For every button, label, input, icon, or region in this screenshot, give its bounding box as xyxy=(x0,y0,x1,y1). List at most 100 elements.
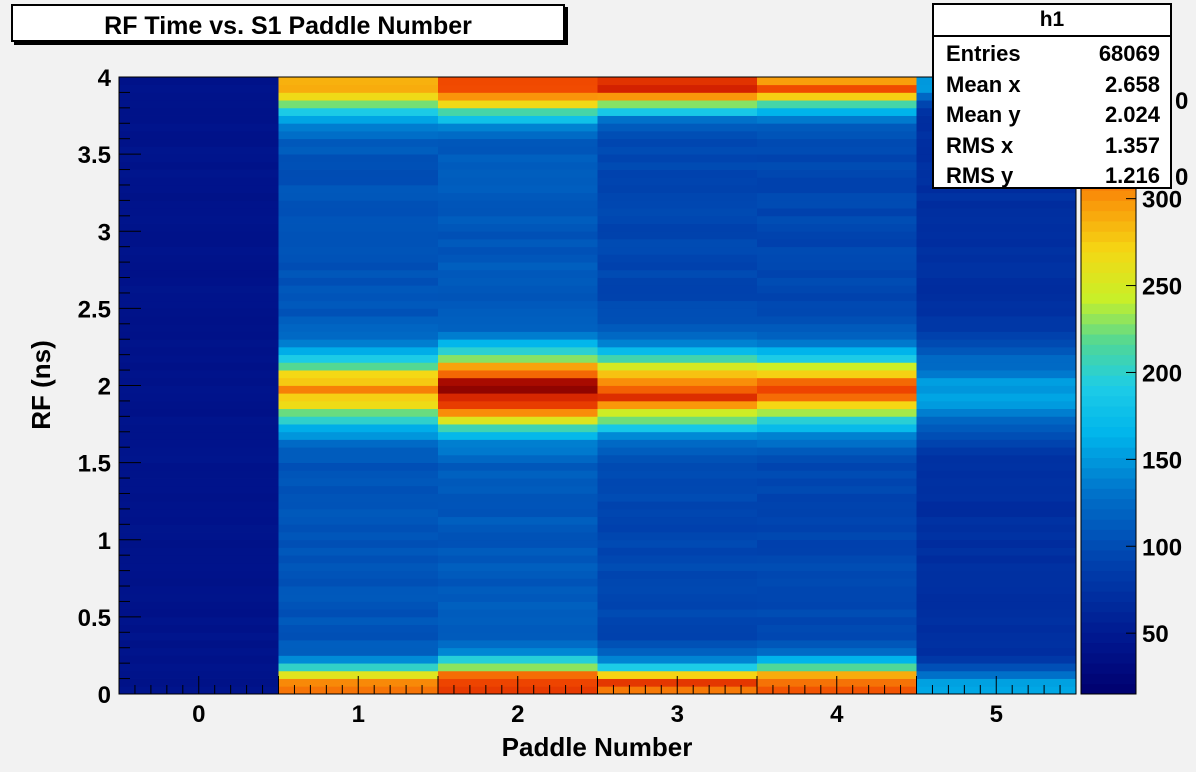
heatmap-cell xyxy=(278,346,439,356)
heatmap-cell xyxy=(278,323,439,332)
heatmap-cell xyxy=(597,223,758,232)
colorbar-segment xyxy=(1081,262,1136,273)
heatmap-cell xyxy=(597,524,758,533)
heatmap-cell xyxy=(916,254,1077,263)
colorbar-segment xyxy=(1081,447,1136,458)
heatmap-cell xyxy=(119,215,279,224)
heatmap-cell xyxy=(916,416,1077,425)
heatmap-cell xyxy=(916,431,1077,440)
heatmap-cell xyxy=(757,115,917,124)
heatmap-cell xyxy=(278,609,439,618)
heatmap-cell xyxy=(278,292,439,302)
heatmap-cell xyxy=(916,393,1077,402)
heatmap-cell xyxy=(757,640,917,649)
heatmap-cell xyxy=(119,77,279,86)
heatmap-cell xyxy=(438,400,598,410)
heatmap-cell xyxy=(757,339,917,348)
heatmap-cell xyxy=(916,547,1077,556)
heatmap-cell xyxy=(438,601,598,610)
heatmap-cell xyxy=(916,670,1077,679)
heatmap-cell xyxy=(438,616,598,625)
x-tick-label: 3 xyxy=(671,701,684,728)
heatmap-cell xyxy=(119,184,279,194)
heatmap-cell xyxy=(597,354,758,363)
heatmap-cell xyxy=(438,462,598,471)
heatmap-cell xyxy=(119,570,279,579)
heatmap-cell xyxy=(916,316,1077,325)
colorbar-segment xyxy=(1081,519,1136,530)
heatmap-cell xyxy=(278,524,439,533)
heatmap-cell xyxy=(597,601,758,610)
colorbar-segment xyxy=(1081,303,1136,315)
heatmap-cell xyxy=(916,300,1077,309)
heatmap-cell xyxy=(597,254,758,263)
heatmap-cell xyxy=(916,470,1077,479)
heatmap-cell xyxy=(597,208,758,217)
y-tick-label: 2.5 xyxy=(78,296,111,323)
stats-value: 1.216 xyxy=(1104,163,1160,188)
heatmap-cell xyxy=(278,593,439,602)
colorbar-segment xyxy=(1081,210,1136,222)
heatmap-cell xyxy=(119,377,279,386)
heatmap-cell xyxy=(757,424,917,433)
colorbar-segment xyxy=(1081,478,1136,489)
heatmap-cell xyxy=(438,524,598,533)
chart-title: RF Time vs. S1 Paddle Number xyxy=(104,12,472,40)
heatmap-cell xyxy=(597,655,758,664)
heatmap-cell xyxy=(278,254,439,263)
heatmap-cell xyxy=(916,493,1077,502)
heatmap-cell xyxy=(757,670,917,679)
heatmap-cell xyxy=(597,323,758,332)
heatmap-cell xyxy=(438,215,598,224)
heatmap-cell xyxy=(438,300,598,309)
heatmap-cell xyxy=(278,478,439,487)
heatmap-cell xyxy=(916,377,1077,386)
stats-label: Entries xyxy=(946,41,1021,66)
heatmap-cell xyxy=(119,370,279,379)
heatmap-cell xyxy=(119,532,279,541)
heatmap-cell xyxy=(278,200,439,209)
heatmap-cell xyxy=(597,130,758,140)
heatmap-cell xyxy=(438,377,598,386)
heatmap-cell xyxy=(916,524,1077,533)
heatmap-cell xyxy=(757,400,917,410)
heatmap-cell xyxy=(438,586,598,595)
heatmap-cell xyxy=(757,655,917,664)
heatmap-cell xyxy=(597,192,758,201)
y-tick-label: 2 xyxy=(98,374,111,401)
x-tick-label: 4 xyxy=(830,701,844,728)
heatmap-cell xyxy=(119,640,279,649)
x-tick-label: 2 xyxy=(511,701,524,728)
heatmap-cell xyxy=(438,262,598,271)
heatmap-cell xyxy=(438,169,598,178)
heatmap-cell xyxy=(278,539,439,548)
heatmap-cell xyxy=(278,470,439,479)
heatmap-cell xyxy=(278,92,439,101)
heatmap-cell xyxy=(597,316,758,325)
colorbar-segment xyxy=(1081,436,1136,448)
heatmap-cell xyxy=(597,339,758,348)
colorbar-segment xyxy=(1081,426,1136,438)
heatmap-cell xyxy=(757,632,917,641)
heatmap-cell xyxy=(119,478,279,487)
heatmap-cell xyxy=(916,647,1077,656)
colorbar-segment xyxy=(1081,550,1136,561)
y-tick-label: 3 xyxy=(98,219,111,246)
heatmap-cells xyxy=(119,77,1077,695)
heatmap-cell xyxy=(278,339,439,348)
heatmap-cell xyxy=(757,408,917,417)
colorbar-segment xyxy=(1081,272,1136,284)
heatmap-cell xyxy=(916,508,1077,518)
colorbar-segment xyxy=(1081,231,1136,243)
heatmap-cell xyxy=(757,184,917,194)
heatmap-cell xyxy=(438,632,598,641)
heatmap-cell xyxy=(278,192,439,201)
heatmap-cell xyxy=(438,647,598,656)
heatmap-cell xyxy=(597,624,758,633)
heatmap-cell xyxy=(597,92,758,101)
colorbar-segment xyxy=(1081,385,1136,397)
heatmap-cell xyxy=(119,107,279,116)
heatmap-cell xyxy=(597,200,758,209)
heatmap-cell xyxy=(438,346,598,356)
heatmap-cell xyxy=(438,670,598,679)
